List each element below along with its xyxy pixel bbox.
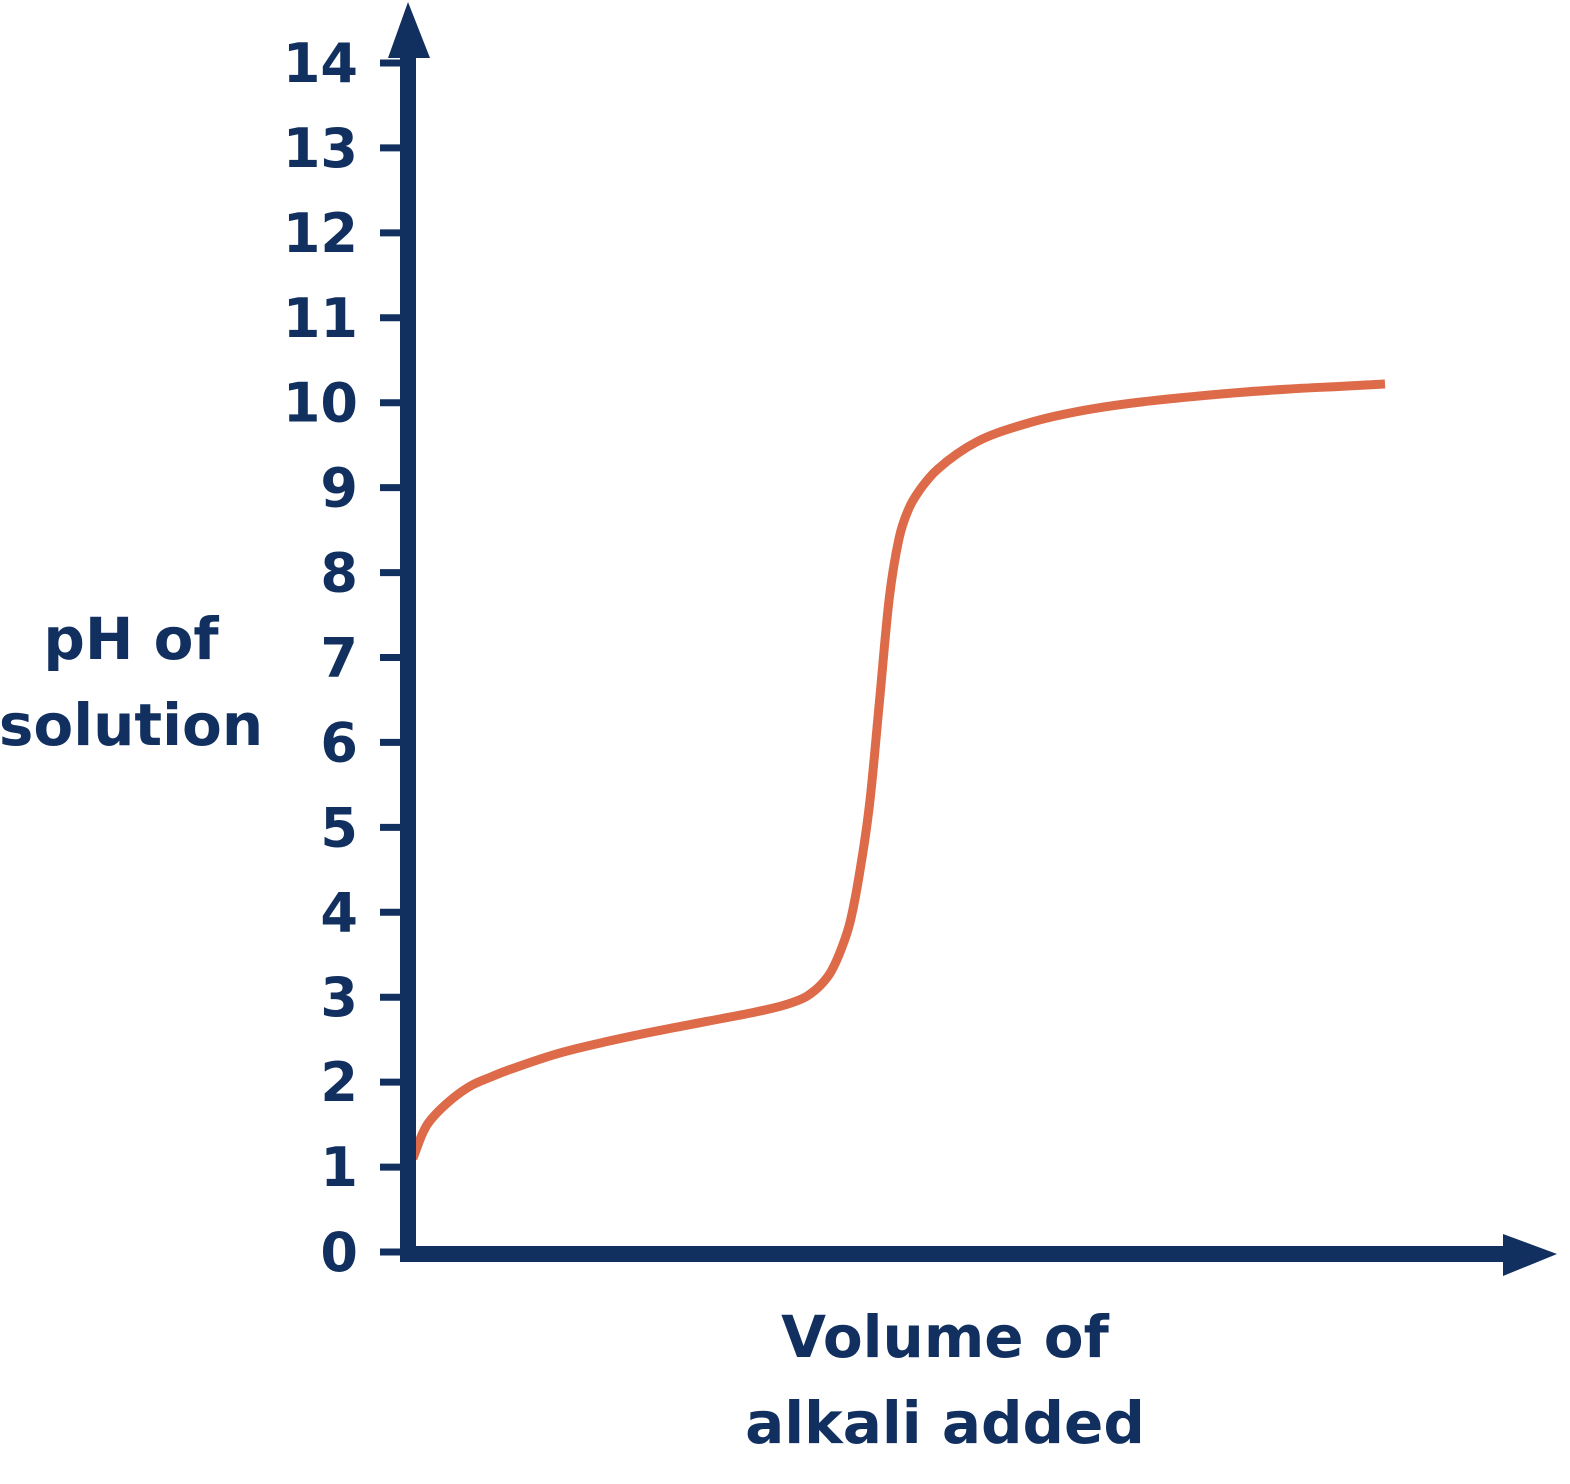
- y-tick-label: 2: [320, 1051, 358, 1114]
- x-axis-arrowhead: [1503, 1234, 1557, 1276]
- y-tick-label: 6: [320, 711, 358, 774]
- x-axis-title-line-2: alkali added: [745, 1389, 1145, 1457]
- y-axis-title-line-2: solution: [0, 691, 263, 759]
- y-axis-title-line-1: pH of: [43, 605, 219, 673]
- ph-curve-series: [408, 379, 1386, 1161]
- y-tick-label: 1: [320, 1136, 358, 1199]
- x-axis-title-line-1: Volume of: [781, 1303, 1110, 1371]
- y-tick-label: 4: [320, 881, 358, 944]
- y-tick-label: 9: [320, 457, 358, 520]
- y-tick-label: 11: [283, 287, 358, 350]
- y-tick-label: 12: [283, 202, 358, 265]
- y-tick-label: 14: [283, 32, 358, 95]
- y-tick-label: 13: [283, 117, 358, 180]
- y-tick-label: 0: [320, 1221, 358, 1284]
- y-tick-label: 7: [320, 627, 358, 690]
- y-tick-label: 3: [320, 966, 358, 1029]
- y-tick-label: 10: [283, 372, 358, 435]
- y-axis-arrowhead: [388, 2, 430, 58]
- y-tick-label: 8: [320, 542, 358, 605]
- y-tick-label: 5: [320, 796, 358, 859]
